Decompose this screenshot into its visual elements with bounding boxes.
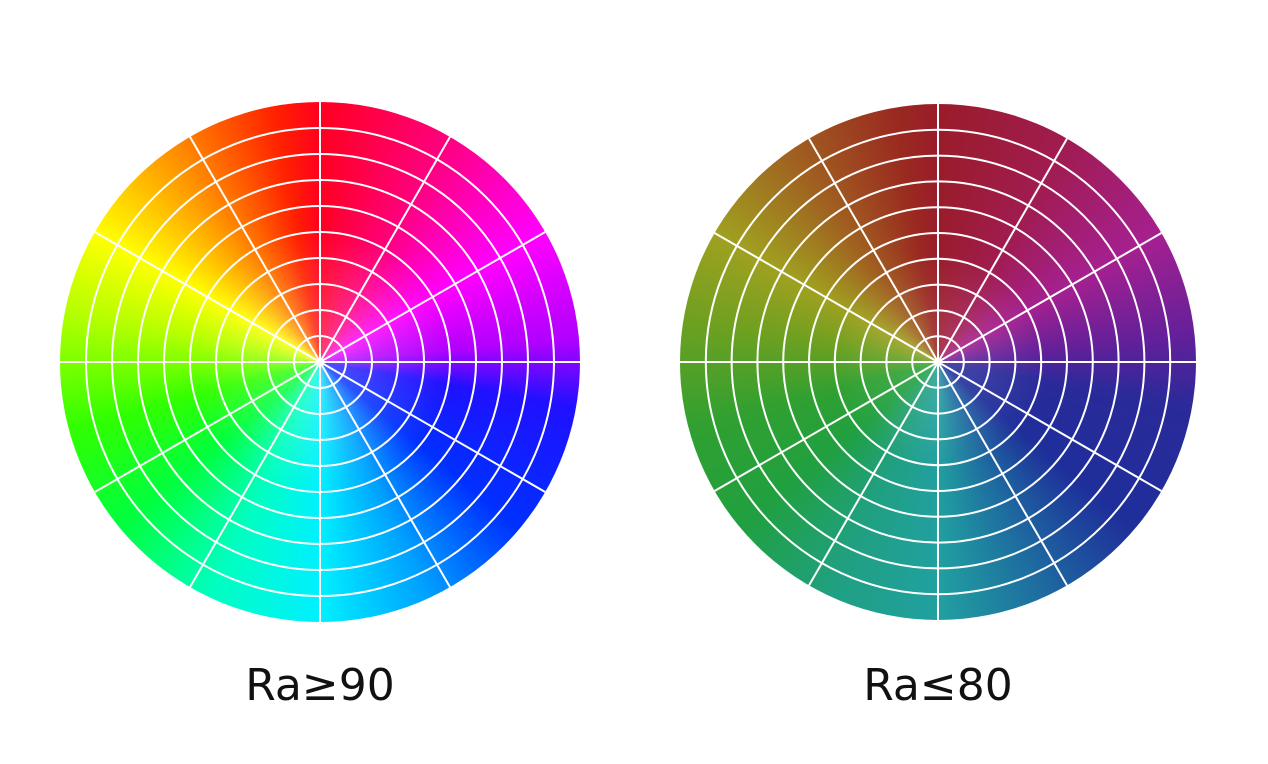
grid-spoke [189, 361, 321, 588]
grid-spoke [937, 361, 1068, 586]
grid-spoke [319, 136, 451, 363]
grid-spoke [808, 138, 939, 363]
grid-spoke [189, 136, 321, 363]
grid-spoke [319, 231, 546, 363]
grid-spoke [714, 232, 939, 363]
wheel-label: Ra≤80 [863, 660, 1013, 711]
grid-spoke [94, 361, 321, 493]
grid-spoke [937, 232, 1162, 363]
grid-spoke [319, 361, 546, 493]
grid-spoke [937, 361, 1162, 492]
grid-spoke [319, 361, 451, 588]
grid-spoke [808, 361, 939, 586]
wheel-label: Ra≥90 [245, 660, 395, 711]
grid-spoke [937, 138, 1068, 363]
grid-spoke [714, 361, 939, 492]
grid-spoke [94, 231, 321, 363]
